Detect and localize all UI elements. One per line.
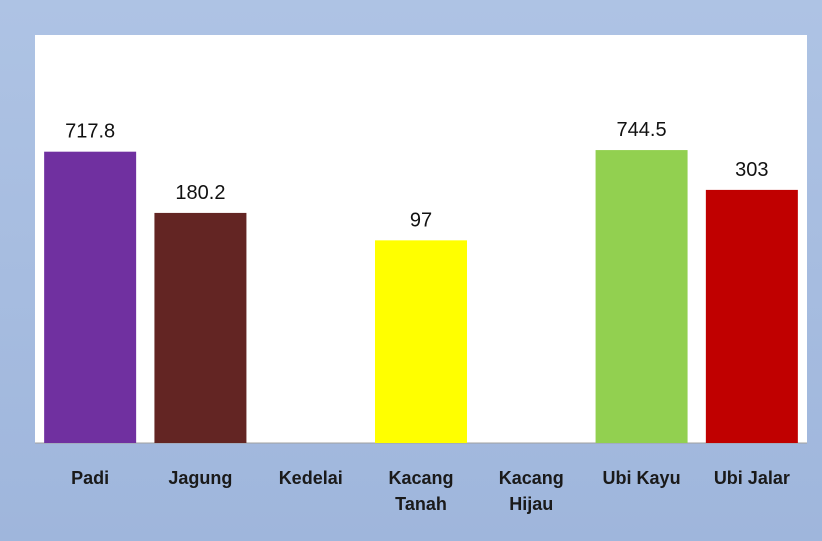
bar bbox=[705, 189, 798, 443]
x-tick-label: Padi bbox=[71, 468, 110, 488]
data-label: 97 bbox=[410, 209, 432, 231]
data-label: 744.5 bbox=[617, 119, 667, 141]
bar bbox=[44, 151, 137, 443]
bar bbox=[375, 240, 467, 443]
data-label: 303 bbox=[735, 159, 768, 181]
x-tick-label: Kedelai bbox=[278, 468, 343, 488]
x-tick-label: Jagung bbox=[168, 468, 233, 488]
bar bbox=[154, 212, 247, 443]
x-tick-label: Kacang Tanah bbox=[388, 468, 454, 514]
bar bbox=[595, 150, 688, 443]
x-tick-label: Kacang Hijau bbox=[498, 468, 564, 514]
x-tick-label: Ubi Jalar bbox=[713, 468, 790, 488]
x-tick-label: Ubi Kayu bbox=[602, 468, 681, 488]
data-label: 180.2 bbox=[175, 182, 225, 204]
data-label: 717.8 bbox=[65, 121, 115, 143]
